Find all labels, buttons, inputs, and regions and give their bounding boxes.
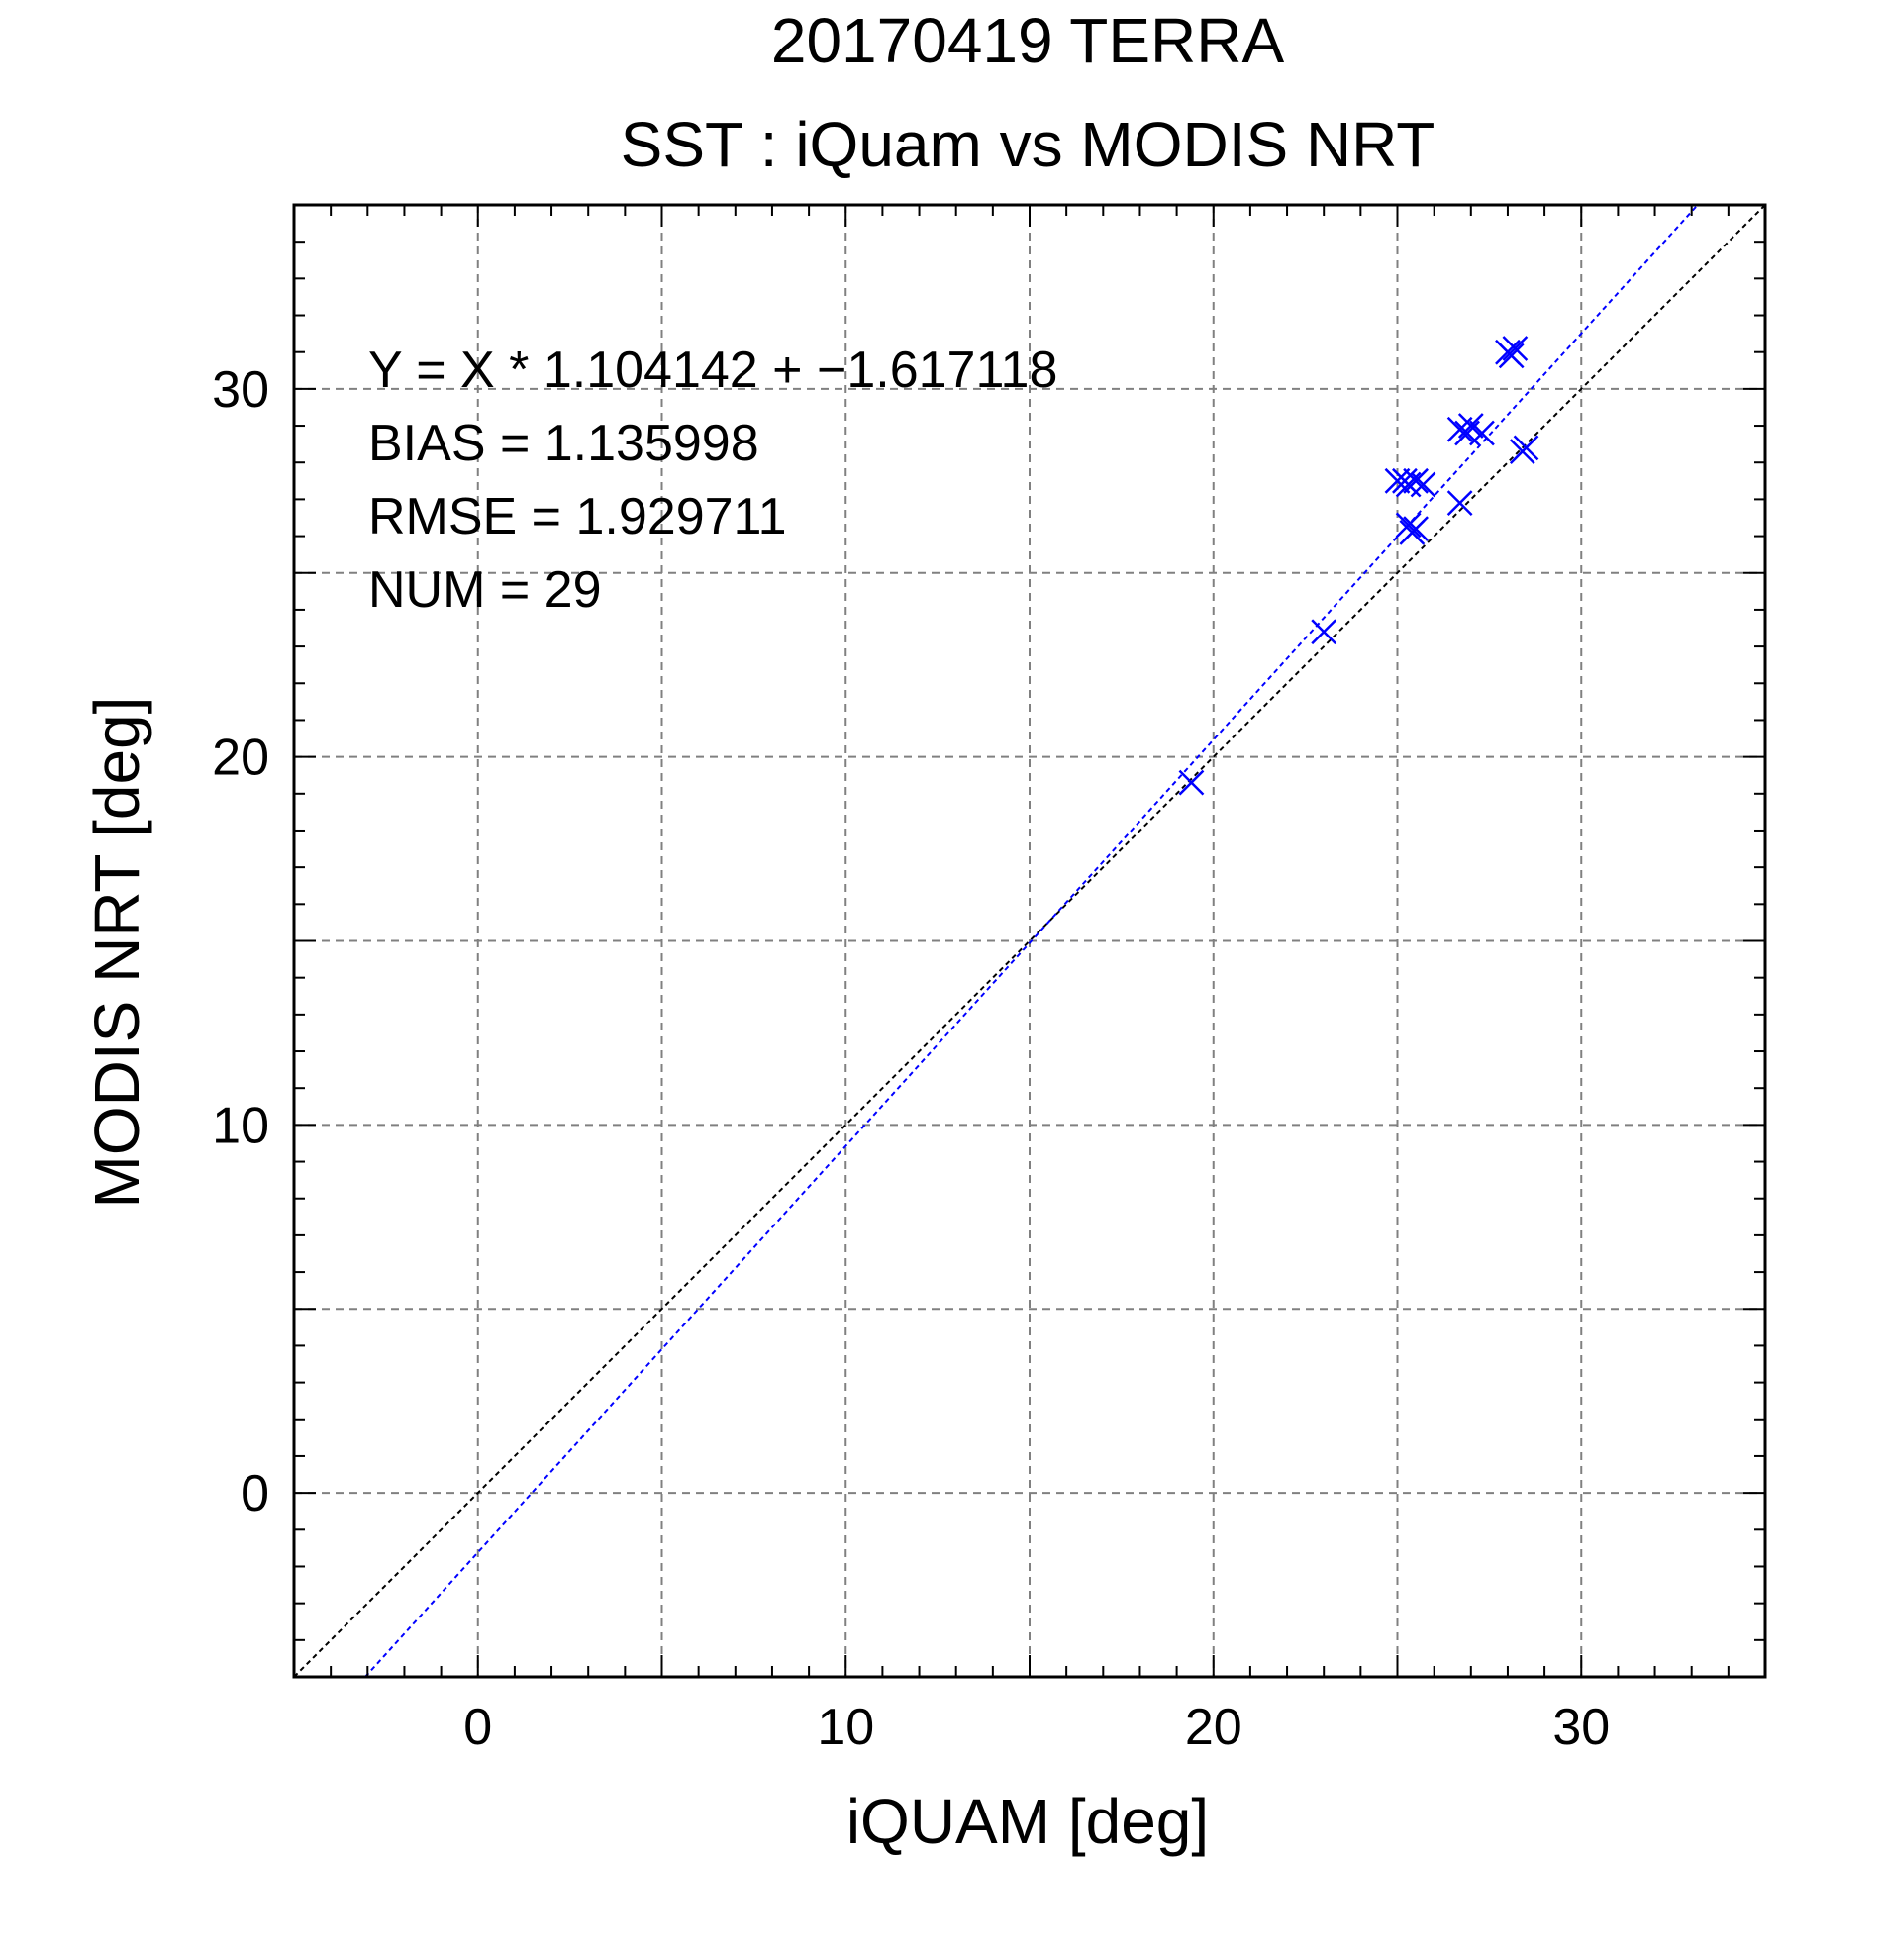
data-point	[1454, 420, 1480, 446]
rmse-value: RMSE = 1.929711	[368, 488, 787, 545]
y-tick-label: 20	[212, 730, 269, 787]
data-point	[1457, 413, 1484, 439]
axis-ticks	[294, 205, 1765, 1677]
point-stroke	[1446, 490, 1473, 517]
chart-title: 20170419 TERRA	[771, 5, 1285, 76]
reference-lines	[293, 204, 1766, 1678]
y-axis-label: MODIS NRT [deg]	[81, 697, 152, 1209]
x-tick-label: 0	[463, 1699, 492, 1756]
data-point	[1446, 490, 1473, 517]
tick-labels: 0 10 20 30 0 10 20 30	[212, 361, 1610, 1756]
data-points	[1178, 336, 1539, 796]
fit-equation: Y = X * 1.104142 + −1.617118	[368, 342, 1057, 399]
point-stroke	[1502, 336, 1529, 361]
num-value: NUM = 29	[368, 561, 602, 619]
point-stroke	[1311, 619, 1337, 645]
grid-lines	[294, 205, 1765, 1677]
data-point	[1395, 512, 1422, 539]
point-stroke	[1410, 471, 1436, 498]
regression-line	[364, 204, 1699, 1678]
x-axis-label: iQUAM [deg]	[846, 1786, 1209, 1857]
data-point	[1178, 769, 1205, 796]
chart-subtitle: SST : iQuam vs MODIS NRT	[621, 109, 1436, 180]
data-point	[1410, 471, 1436, 498]
y-tick-label: 10	[212, 1097, 269, 1154]
x-tick-label: 30	[1552, 1699, 1610, 1756]
y-tick-label: 0	[241, 1465, 269, 1522]
x-tick-label: 20	[1185, 1699, 1242, 1756]
point-stroke	[1403, 467, 1429, 494]
bias-value: BIAS = 1.135998	[368, 415, 759, 472]
data-point	[1311, 619, 1337, 645]
data-point	[1498, 343, 1525, 369]
point-stroke	[1384, 467, 1411, 494]
data-point	[1403, 516, 1429, 542]
point-stroke	[1469, 420, 1495, 446]
point-stroke	[1498, 343, 1525, 369]
point-stroke	[1457, 413, 1484, 439]
point-stroke	[1403, 516, 1429, 542]
data-point	[1469, 420, 1495, 446]
point-stroke	[1395, 512, 1422, 539]
stats-annotation: Y = X * 1.104142 + −1.617118 BIAS = 1.13…	[368, 342, 1057, 619]
data-point	[1502, 336, 1529, 361]
data-point	[1513, 435, 1539, 461]
point-stroke	[1513, 435, 1539, 461]
plot-frame	[292, 203, 1767, 1679]
data-point	[1403, 467, 1429, 494]
y-tick-label: 30	[212, 361, 269, 419]
x-tick-label: 10	[817, 1699, 874, 1756]
point-stroke	[1178, 769, 1205, 796]
